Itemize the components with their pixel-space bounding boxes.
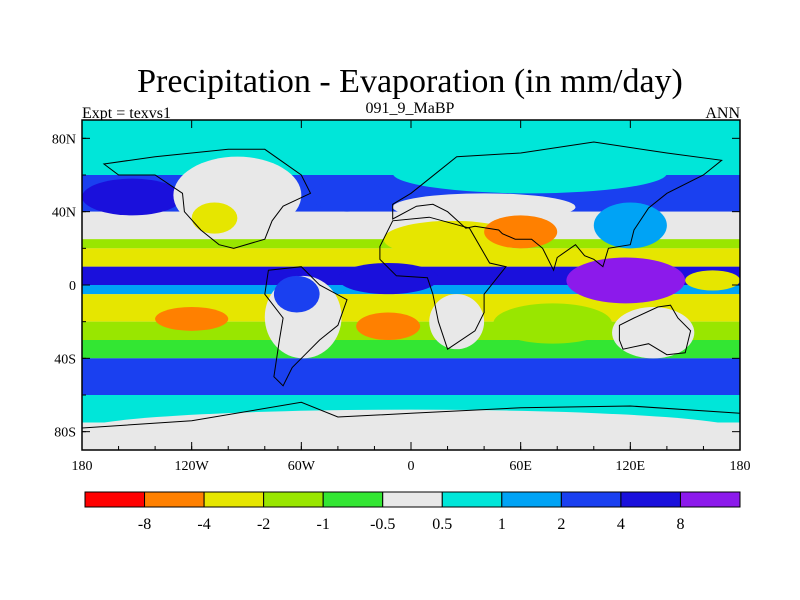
x-tick-label: 180 — [72, 459, 93, 474]
region-north-america-west-dry — [191, 202, 238, 234]
experiment-label: Expt = texvs1 — [82, 105, 171, 122]
region-eurasia-mid — [392, 193, 576, 221]
region-equatorial-atlantic — [337, 263, 439, 295]
colorbar-swatch — [84, 491, 146, 508]
colorbar-swatch — [441, 491, 503, 508]
coastline-africa — [379, 216, 507, 350]
region-east-pacific-equatorial — [685, 270, 740, 291]
x-tick-label: 120W — [175, 459, 210, 474]
colorbar-swatch — [501, 491, 562, 508]
region-eurasia-north — [392, 153, 667, 194]
y-tick-label: 40S — [54, 352, 76, 367]
chart-title: Precipitation - Evaporation (in mm/day) — [137, 63, 683, 100]
region-north-atlantic-storm-track — [310, 178, 384, 212]
region-central-asia-dry — [484, 215, 558, 249]
pme-field — [82, 120, 740, 450]
region-maritime-continent — [566, 257, 686, 304]
map-axes: 180 120W 60W 0 60E 120E 180 80N 40N 0 40S 80S — [52, 120, 751, 474]
y-tick-label: 80N — [52, 132, 76, 147]
colorbar-swatch — [679, 491, 741, 508]
region-south-pacific-dry-core — [155, 307, 229, 331]
colorbar-swatch — [263, 491, 324, 508]
colorbar-level-label: -1 — [317, 516, 330, 533]
colorbar-swatch — [560, 491, 622, 508]
coastline-antarctica — [82, 401, 740, 450]
lat-band — [82, 358, 740, 395]
x-tick-label: 180 — [730, 459, 751, 474]
map-plot-area — [81, 119, 741, 451]
time-period-label: 091_9_MaBP — [366, 100, 455, 117]
region-africa-south — [429, 294, 485, 350]
colorbar-level-label: 8 — [676, 516, 684, 533]
colorbar-swatch — [620, 491, 681, 508]
colorbar-level-label: -2 — [257, 516, 270, 533]
colorbar-level-label: -8 — [138, 516, 151, 533]
region-australia — [612, 307, 695, 359]
colorbar-swatch — [322, 491, 384, 508]
region-antarctica — [82, 409, 740, 450]
region-east-asia — [593, 202, 667, 249]
y-tick-label: 0 — [69, 279, 76, 294]
colorbar-swatch — [382, 491, 443, 508]
coastline-eurasia — [392, 141, 723, 272]
season-label: ANN — [705, 105, 740, 122]
x-tick-label: 60W — [288, 459, 316, 474]
x-tick-label: 120E — [616, 459, 646, 474]
region-south-atlantic-dry-core — [356, 312, 421, 340]
region-arctic-cyan — [82, 134, 740, 157]
colorbar-level-label: -4 — [197, 516, 210, 533]
lat-band — [82, 248, 740, 267]
coastline-north-america — [102, 148, 312, 249]
coastline-australia — [618, 304, 692, 356]
x-tick-label: 0 — [408, 459, 415, 474]
region-amazon-wet — [273, 275, 320, 313]
colorbar-level-label: 2 — [557, 516, 565, 533]
colorbar-swatch — [144, 491, 205, 508]
colorbar-level-label: 0.5 — [432, 516, 452, 533]
colorbar-swatch — [203, 491, 265, 508]
lat-band — [82, 340, 740, 359]
coastline-south-america — [264, 266, 348, 387]
y-tick-label: 40N — [52, 206, 76, 221]
x-tick-label: 60E — [509, 459, 532, 474]
colorbar-level-label: 4 — [617, 516, 625, 533]
y-tick-label: 80S — [54, 426, 76, 441]
region-north-pacific-storm-track — [82, 178, 183, 216]
region-indian-ocean-south — [493, 303, 613, 344]
colorbar-level-label: 1 — [498, 516, 506, 533]
colorbar-level-label: -0.5 — [370, 516, 395, 533]
colorbar: -8 -4 -2 -1 -0.5 0.5 1 2 4 8 — [84, 491, 741, 533]
